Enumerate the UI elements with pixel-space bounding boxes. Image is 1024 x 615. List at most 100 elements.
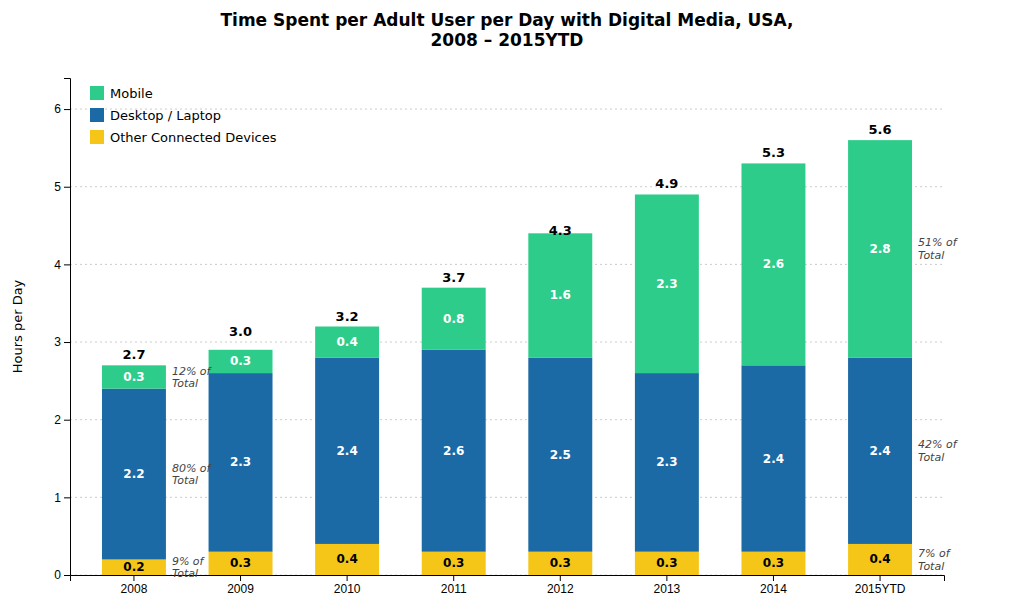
grid [70,109,944,575]
data-label: 2.6 [443,444,464,458]
legend-item: Desktop / Laptop [90,108,221,123]
annotation-line: 80% of [172,462,213,475]
legend: Mobile Desktop / Laptop Other Connected De… [90,86,277,145]
x-tick: 2012 [547,575,574,596]
bar-segment [635,552,699,575]
x-tick-label: 2008 [121,582,148,596]
annotation-line: 42% of [918,438,959,451]
data-label: 2.6 [763,257,784,271]
data-label: 1.6 [550,288,571,302]
data-label: 2.3 [656,277,677,291]
total-label: 2.7 [122,347,145,362]
data-label: 0.4 [336,335,357,349]
legend-item: Other Connected Devices [90,130,277,145]
title: Time Spent per Adult User per Day with D… [220,10,793,50]
y-tick: 3 [54,335,70,349]
bar-segment [635,194,699,373]
y-tick: 4 [54,258,70,272]
annotation-line: Total [172,474,198,487]
data-label: 0.4 [336,552,357,566]
annotation-line: 12% of [172,365,213,378]
series [102,140,912,389]
x-tick: 2011 [441,575,467,596]
total-labels: 2.73.03.23.74.34.95.35.6 [122,122,891,362]
title-line: Time Spent per Adult User per Day with D… [220,10,793,30]
bar-segment [422,350,486,552]
grid-line [70,186,944,187]
annotation: 51% ofTotal [918,236,959,262]
annotation: 42% ofTotal [918,438,959,464]
x-tick: 2014 [760,575,787,596]
annotation-line: Total [172,567,198,580]
x-tick: 2013 [654,575,681,596]
x-tick-label: 2011 [441,582,467,596]
data-label: 0.3 [230,354,251,368]
total-label: 3.2 [336,309,359,324]
data-label: 2.8 [869,242,890,256]
total-label: 4.3 [549,223,572,238]
legend-swatch [90,86,104,100]
bar-segment [315,544,379,575]
y-tick-mark [64,342,70,343]
legend-swatch [90,130,104,144]
x-axis-line [71,576,945,582]
x-tick-mark [453,575,454,581]
y-tick-mark [64,575,70,576]
total-label: 4.9 [655,176,678,191]
y-tick-mark [64,109,70,110]
x-tick-mark [347,575,348,581]
x-tick-mark [880,575,881,581]
data-label: 2.5 [550,448,571,462]
y-tick: 1 [54,491,70,505]
y-axis-line [64,79,71,576]
x-tick-label: 2010 [334,582,361,596]
bar-segment [741,365,805,551]
plot: 012345620082009201020112012201320142015Y… [54,79,958,596]
annotation-line: 9% of [172,555,206,568]
x-tick: 2015YTD [855,575,906,596]
legend-item: Mobile [90,86,153,101]
x-tick-mark [773,575,774,581]
bar-segment [848,140,912,357]
bar-segment [102,365,166,388]
data-label: 2.4 [336,444,357,458]
y-tick-mark [64,264,70,265]
bar-segment [635,373,699,552]
y-tick-mark [64,420,70,421]
y-tick: 5 [54,180,70,194]
y-tick-label: 2 [54,413,61,427]
x-tick-mark [666,575,667,581]
data-label: 0.3 [123,370,144,384]
data-label: 0.3 [550,556,571,570]
y-tick-label: 1 [54,491,61,505]
x-tick-mark [133,575,134,581]
y-tick-label: 5 [54,180,61,194]
bar-segment [528,552,592,575]
x-tick: 2009 [227,575,254,596]
data-label: 2.2 [123,467,144,481]
y-tick-label: 6 [54,102,61,116]
data-label: 0.3 [763,556,784,570]
total-label: 5.6 [869,122,892,137]
y-tick-mark [64,187,70,188]
grid-line [70,419,944,420]
y-tick: 2 [54,413,70,427]
grid-line [70,264,944,265]
x-tick-label: 2014 [760,582,787,596]
annotation-line: Total [918,560,944,573]
bar-segment [848,544,912,575]
bar-segment [102,559,166,575]
annotations: 12% ofTotal80% ofTotal9% ofTotal51% ofTo… [172,236,959,580]
bar-segment [528,358,592,552]
x-axis: 2008 2009 2010 2011 2012 2013 2014 2015YTD [71,575,945,596]
data-label: 0.3 [443,556,464,570]
annotation: 7% ofTotal [918,547,952,573]
x-tick-label: 2012 [547,582,574,596]
bar-segment [209,373,273,552]
data-label: 0.2 [123,560,144,574]
x-tick: 2010 [334,575,361,596]
grid-line [70,497,944,498]
bar-segment [422,552,486,575]
bar-segment [741,163,805,365]
data-label: 2.4 [869,444,890,458]
